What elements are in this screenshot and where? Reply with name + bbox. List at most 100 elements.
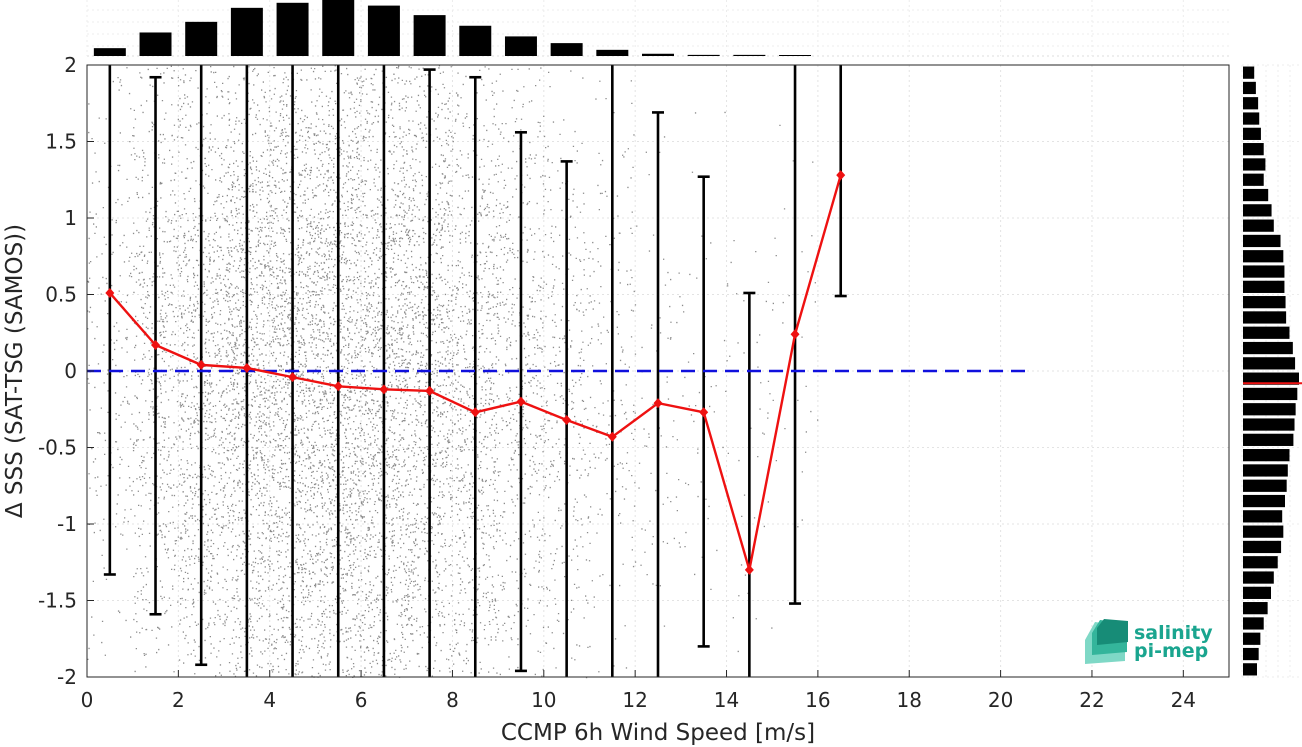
mean-marker [288, 372, 298, 383]
top-histogram-bar [779, 55, 812, 56]
right-histogram-bar [1243, 97, 1259, 110]
x-axis-label: CCMP 6h Wind Speed [m/s] [501, 720, 815, 746]
top-histogram-bar [367, 5, 400, 57]
mean-marker [699, 407, 709, 418]
mean-marker [607, 431, 617, 442]
logo-wave-icon [1085, 619, 1128, 664]
x-axis: 0 2 4 6 8 10 12 14 16 18 20 22 24 [81, 670, 1196, 712]
right-histogram-bar [1243, 250, 1284, 263]
mean-marker [653, 398, 663, 409]
y-tick-label: -1.5 [38, 589, 77, 613]
right-histogram-bar [1243, 219, 1274, 232]
mean-marker [333, 381, 343, 392]
right-histogram-bar [1243, 632, 1261, 645]
mean-marker [562, 414, 572, 425]
y-tick-label: -2 [57, 665, 77, 689]
x-tick-label: 2 [172, 688, 185, 712]
x-tick-label: 0 [81, 688, 94, 712]
right-histogram-grid [1241, 64, 1302, 678]
x-tick-label: 16 [805, 688, 830, 712]
right-histogram-bar [1243, 143, 1264, 156]
x-tick-label: 8 [446, 688, 459, 712]
x-tick-label: 22 [1079, 688, 1104, 712]
x-tick-label: 10 [531, 688, 556, 712]
right-histogram-bar [1243, 525, 1284, 538]
top-histogram-bar [504, 36, 537, 56]
right-histogram-bar [1243, 112, 1260, 125]
logo-line2: pi-mep [1134, 640, 1208, 662]
right-histogram-bar [1243, 265, 1285, 278]
mean-marker [836, 170, 846, 181]
right-histogram-bar [1243, 280, 1285, 293]
top-histogram-bar [687, 54, 720, 56]
right-histogram-bar [1243, 372, 1299, 385]
x-tick-label: 6 [355, 688, 368, 712]
right-histogram-bar [1243, 449, 1290, 462]
error-bar [103, 65, 116, 576]
top-histogram-bar [93, 48, 126, 56]
right-histogram-bar [1243, 188, 1269, 202]
y-tick-label: 1.5 [45, 130, 77, 154]
right-histogram-bar [1243, 617, 1264, 630]
right-histogram-bar [1243, 571, 1274, 584]
x-tick-label: 4 [263, 688, 276, 712]
right-histogram-bar [1243, 647, 1259, 661]
error-bar [834, 65, 847, 298]
right-histogram-bar [1243, 602, 1268, 615]
y-tick-label: -1 [57, 512, 77, 536]
error-bar [469, 75, 482, 677]
x-tick-label: 18 [897, 688, 922, 712]
right-histogram-bar [1243, 357, 1296, 370]
right-histogram-bar [1243, 341, 1293, 355]
x-tick-label: 14 [714, 688, 739, 712]
right-histogram-bar [1243, 556, 1278, 569]
top-histogram-bar [276, 2, 309, 57]
y-axis: -2 -1.5 -1 -0.5 0 0.5 1 1.5 2 [38, 53, 94, 689]
y-tick-label: 2 [64, 53, 77, 77]
right-histogram-bar [1243, 433, 1294, 446]
right-histogram-bar [1243, 510, 1283, 523]
mean-marker [470, 407, 480, 418]
top-histogram-bar [642, 53, 674, 56]
right-histogram-bar [1243, 663, 1257, 676]
right-histogram-bar [1243, 586, 1271, 599]
y-tick-label: 0.5 [45, 283, 77, 307]
salinity-pi-mep-logo: salinity pi-mep [1085, 619, 1213, 664]
right-histogram-bar [1243, 494, 1285, 508]
y-tick-label: 1 [64, 206, 77, 230]
mean-marker [196, 359, 206, 370]
error-bar [423, 68, 436, 677]
top-histogram-bar [139, 32, 172, 56]
mean-marker [744, 564, 754, 575]
right-histogram-bar [1243, 326, 1290, 339]
mean-marker [242, 362, 252, 373]
right-histogram-bar [1243, 204, 1272, 217]
x-tick-label: 20 [988, 688, 1013, 712]
x-tick-label: 12 [622, 688, 647, 712]
mean-marker [151, 339, 161, 350]
right-histogram-bar [1243, 387, 1298, 401]
top-histogram-bar [733, 54, 766, 56]
top-histogram-bar [322, 0, 355, 56]
mean-series-markers [105, 170, 846, 575]
logo-line1: salinity [1134, 622, 1213, 644]
y-tick-label: -0.5 [38, 436, 77, 460]
mean-marker [516, 396, 526, 407]
mean-marker [379, 384, 389, 395]
right-histogram-bar [1243, 479, 1287, 492]
y-tick-label: 0 [64, 359, 77, 383]
top-histogram [86, 0, 1229, 57]
error-bar [743, 291, 756, 677]
right-histogram-bar [1243, 127, 1261, 140]
right-histogram-bar [1243, 173, 1264, 186]
top-histogram-bar [550, 43, 583, 56]
right-histogram-bar [1243, 158, 1266, 171]
error-bar [652, 111, 664, 677]
right-histogram-bar [1243, 418, 1295, 431]
right-histogram-bar [1243, 311, 1287, 324]
top-histogram-bar [413, 15, 446, 57]
right-histogram-bar [1243, 81, 1256, 95]
y-axis-label: Δ SSS (SAT-TSG (SAMOS)) [2, 224, 28, 518]
top-histogram-bar [230, 7, 263, 56]
